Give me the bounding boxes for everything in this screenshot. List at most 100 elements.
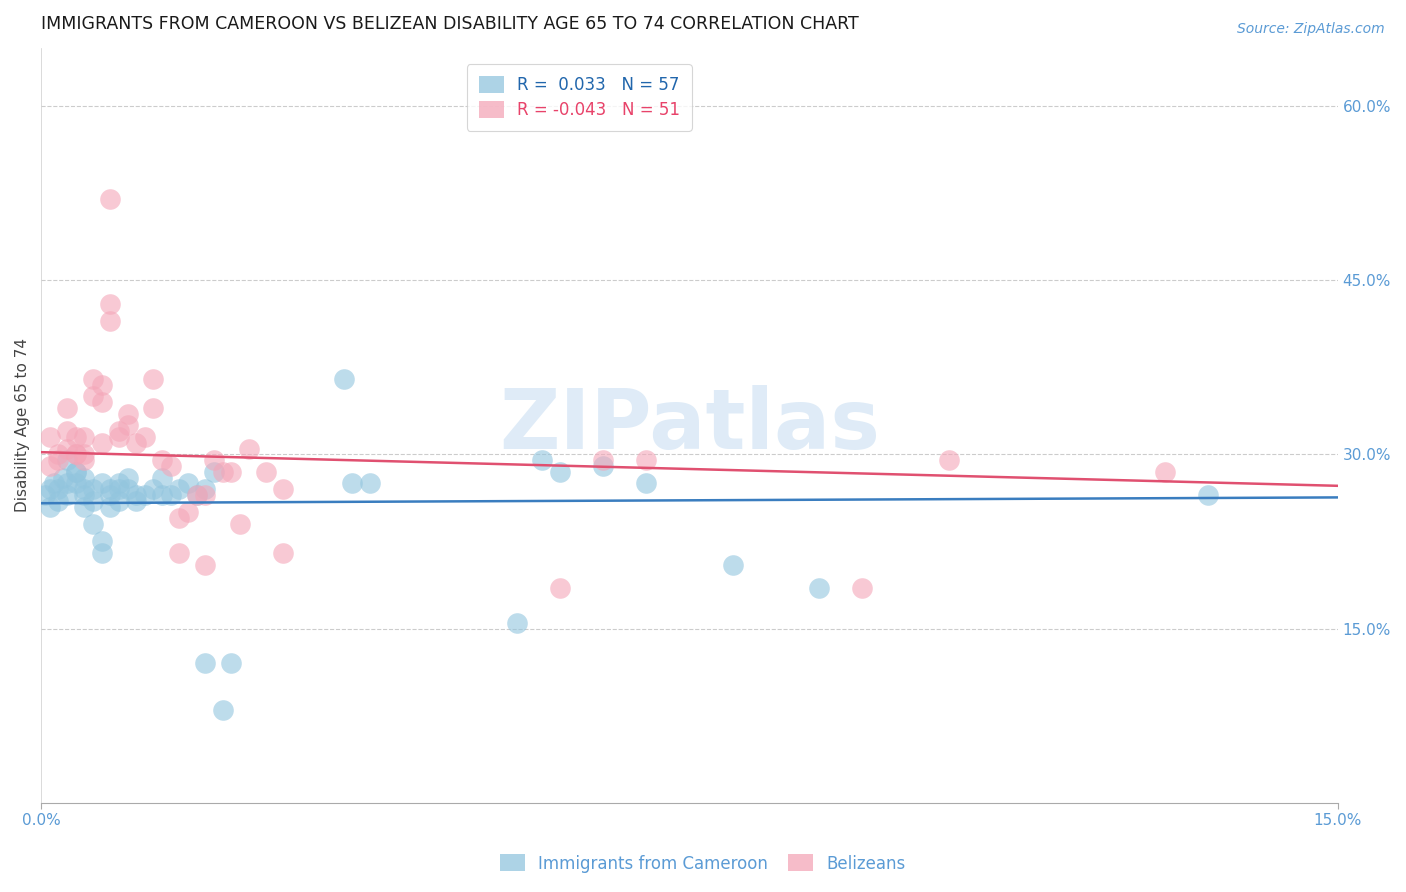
Point: [65, 448, 87, 462]
Point: [169, 511, 191, 525]
Point: [90, 546, 112, 560]
Point: [142, 483, 165, 497]
Point: [108, 483, 131, 497]
Point: [82, 494, 104, 508]
Point: [73, 448, 96, 462]
Point: [82, 372, 104, 386]
Point: [125, 436, 148, 450]
Point: [90, 476, 112, 491]
Text: Source: ZipAtlas.com: Source: ZipAtlas.com: [1237, 22, 1385, 37]
Point: [65, 448, 87, 462]
Point: [48, 494, 70, 508]
Point: [65, 476, 87, 491]
Point: [48, 483, 70, 497]
Legend: Immigrants from Cameroon, Belizeans: Immigrants from Cameroon, Belizeans: [494, 847, 912, 880]
Point: [73, 488, 96, 502]
Point: [592, 453, 614, 467]
Point: [592, 459, 614, 474]
Point: [211, 465, 233, 479]
Point: [229, 517, 252, 532]
Point: [117, 483, 139, 497]
Point: [186, 488, 208, 502]
Point: [73, 430, 96, 444]
Point: [117, 418, 139, 433]
Point: [150, 488, 173, 502]
Point: [194, 657, 217, 671]
Point: [271, 546, 294, 560]
Point: [90, 534, 112, 549]
Point: [194, 558, 217, 572]
Point: [254, 465, 277, 479]
Point: [332, 372, 354, 386]
Point: [38, 500, 60, 514]
Point: [65, 430, 87, 444]
Point: [98, 296, 121, 310]
Point: [548, 581, 571, 595]
Point: [65, 465, 87, 479]
Point: [98, 192, 121, 206]
Point: [721, 558, 744, 572]
Point: [938, 453, 960, 467]
Point: [142, 401, 165, 415]
Point: [48, 453, 70, 467]
Point: [56, 453, 79, 467]
Point: [342, 476, 364, 491]
Point: [108, 425, 131, 439]
Point: [150, 471, 173, 485]
Point: [194, 483, 217, 497]
Point: [73, 500, 96, 514]
Point: [202, 465, 225, 479]
Point: [169, 483, 191, 497]
Point: [359, 476, 381, 491]
Point: [125, 494, 148, 508]
Point: [108, 494, 131, 508]
Point: [211, 703, 233, 717]
Point: [159, 488, 181, 502]
Point: [90, 377, 112, 392]
Point: [177, 476, 200, 491]
Point: [98, 314, 121, 328]
Y-axis label: Disability Age 65 to 74: Disability Age 65 to 74: [15, 338, 30, 513]
Point: [548, 465, 571, 479]
Point: [56, 488, 79, 502]
Point: [108, 476, 131, 491]
Point: [52, 471, 75, 485]
Point: [134, 430, 156, 444]
Point: [38, 459, 60, 474]
Point: [65, 465, 87, 479]
Point: [42, 476, 65, 491]
Point: [150, 453, 173, 467]
Point: [34, 488, 56, 502]
Point: [98, 500, 121, 514]
Point: [117, 407, 139, 421]
Point: [117, 471, 139, 485]
Point: [177, 506, 200, 520]
Legend: R =  0.033   N = 57, R = -0.043   N = 51: R = 0.033 N = 57, R = -0.043 N = 51: [467, 64, 692, 130]
Point: [125, 488, 148, 502]
Point: [56, 425, 79, 439]
Point: [82, 389, 104, 403]
Text: ZIPatlas: ZIPatlas: [499, 385, 880, 466]
Point: [202, 453, 225, 467]
Point: [56, 442, 79, 456]
Point: [108, 430, 131, 444]
Point: [636, 453, 658, 467]
Point: [159, 459, 181, 474]
Point: [186, 488, 208, 502]
Point: [38, 483, 60, 497]
Point: [531, 453, 554, 467]
Point: [851, 581, 873, 595]
Point: [48, 448, 70, 462]
Point: [636, 476, 658, 491]
Point: [90, 436, 112, 450]
Point: [1153, 465, 1175, 479]
Point: [82, 483, 104, 497]
Point: [808, 581, 831, 595]
Point: [56, 476, 79, 491]
Point: [219, 465, 242, 479]
Point: [38, 430, 60, 444]
Point: [134, 488, 156, 502]
Point: [142, 372, 165, 386]
Point: [82, 517, 104, 532]
Point: [238, 442, 260, 456]
